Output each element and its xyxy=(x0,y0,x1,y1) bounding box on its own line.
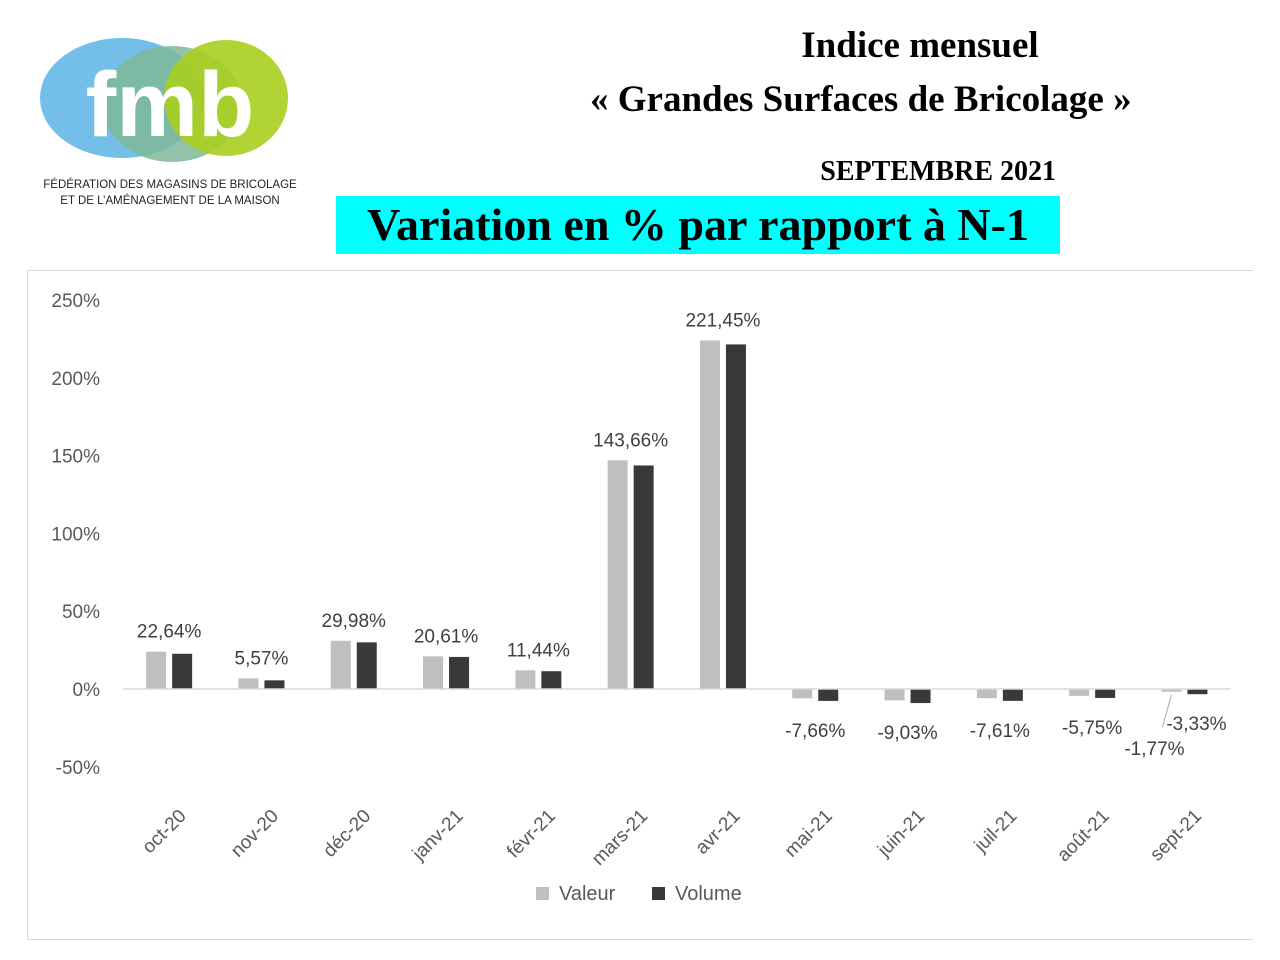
y-tick-label: 200% xyxy=(51,369,100,390)
data-label: 5,57% xyxy=(235,648,289,669)
y-tick-label: 250% xyxy=(51,291,100,312)
x-tick-label: oct-20 xyxy=(138,806,190,858)
bar-volume xyxy=(172,653,193,689)
data-label: 22,64% xyxy=(137,622,202,643)
bar-volume xyxy=(356,642,377,689)
data-label: 20,61% xyxy=(414,626,479,647)
y-axis: -50% 0% 50% 100% 150% 200% 250% xyxy=(51,291,100,779)
bar-valeur xyxy=(146,651,167,689)
data-label: 11,44% xyxy=(507,640,570,661)
bar-valeur xyxy=(423,656,444,689)
logo-shapes xyxy=(40,38,288,162)
x-tick-label: juil-21 xyxy=(970,806,1021,857)
legend-swatch-volume xyxy=(652,887,665,900)
bar-volume xyxy=(910,689,931,704)
x-tick-label: janv-21 xyxy=(408,806,468,866)
fmb-logo: fmb FÉDÉRATION DES MAGASINS DE BRICOLAGE… xyxy=(40,38,297,207)
x-tick-label: sept-21 xyxy=(1146,806,1206,866)
bar-volume xyxy=(818,689,839,701)
logo-wordmark: fmb xyxy=(86,54,255,156)
x-tick-label: mars-21 xyxy=(588,806,652,870)
bar-volume xyxy=(1095,689,1116,698)
data-label: 29,98% xyxy=(322,611,387,632)
bar-valeur xyxy=(792,689,813,699)
leader-line xyxy=(1161,694,1172,728)
bar-volume xyxy=(633,465,654,689)
data-label: -3,33% xyxy=(1166,714,1226,735)
x-axis-labels: oct-20 nov-20 déc-20 janv-21 févr-21 mars-21 a… xyxy=(138,806,1205,870)
bar-valeur xyxy=(699,340,720,689)
legend-label-valeur: Valeur xyxy=(559,883,616,905)
title-line-2: « Grandes Surfaces de Bricolage » xyxy=(590,79,1132,120)
data-label: -5,75% xyxy=(1062,718,1122,739)
legend-swatch-valeur xyxy=(536,887,549,900)
data-labels: 22,64% 5,57% 29,98% 20,61% 11,44% 143,66% 221,… xyxy=(137,310,1227,760)
x-tick-label: mai-21 xyxy=(781,806,837,862)
data-label-extra: -1,77% xyxy=(1124,739,1184,760)
bar-volume xyxy=(1002,689,1023,701)
bar-valeur xyxy=(1069,689,1090,696)
logo-green-shape xyxy=(164,40,288,156)
y-tick-label: 50% xyxy=(62,602,100,623)
legend-label-volume: Volume xyxy=(675,883,742,905)
bars xyxy=(146,340,1208,704)
report-period: SEPTEMBRE 2021 xyxy=(820,156,1056,187)
bar-valeur xyxy=(607,460,628,689)
data-label: -9,03% xyxy=(877,723,937,744)
x-tick-label: nov-20 xyxy=(227,806,283,862)
bar-volume xyxy=(449,656,470,689)
bar-volume xyxy=(1187,689,1208,695)
data-label: 143,66% xyxy=(593,430,668,451)
bar-chart: -50% 0% 50% 100% 150% 200% 250% 22,64% 5,57% 29,… xyxy=(51,291,1231,905)
data-label: -7,66% xyxy=(785,721,845,742)
y-tick-label: 0% xyxy=(73,680,101,701)
bar-valeur xyxy=(515,670,536,689)
logo-caption-line1: FÉDÉRATION DES MAGASINS DE BRICOLAGE xyxy=(43,178,297,191)
data-label: -7,61% xyxy=(970,721,1030,742)
x-tick-label: déc-20 xyxy=(319,806,375,862)
x-tick-label: avr-21 xyxy=(692,806,745,859)
title-line-1: Indice mensuel xyxy=(801,25,1039,66)
bar-valeur xyxy=(976,689,997,699)
y-tick-label: -50% xyxy=(56,758,100,779)
data-label: 221,45% xyxy=(685,310,760,331)
banner: Variation en % par rapport à N-1 xyxy=(336,196,1060,254)
x-tick-label: août-21 xyxy=(1053,806,1113,866)
logo-caption-line2: ET DE L’AMÉNAGEMENT DE LA MAISON xyxy=(60,194,279,207)
chart-frame: -50% 0% 50% 100% 150% 200% 250% 22,64% 5,57% 29,… xyxy=(27,270,1253,940)
y-tick-label: 100% xyxy=(51,524,100,545)
bar-valeur xyxy=(238,678,259,689)
legend: Valeur Volume xyxy=(536,883,742,905)
x-tick-label: juin-21 xyxy=(873,806,929,862)
bar-volume xyxy=(541,671,562,689)
y-tick-label: 150% xyxy=(51,447,100,468)
bar-valeur xyxy=(884,689,905,701)
bar-valeur xyxy=(330,640,351,689)
bar-valeur xyxy=(1161,689,1182,692)
banner-text: Variation en % par rapport à N-1 xyxy=(367,199,1029,250)
bar-volume xyxy=(725,344,746,689)
x-tick-label: févr-21 xyxy=(503,806,560,863)
bar-volume xyxy=(264,680,285,689)
